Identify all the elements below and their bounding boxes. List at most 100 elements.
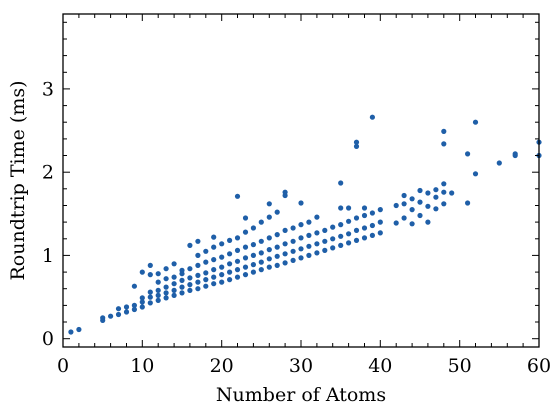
plot-area bbox=[68, 114, 542, 335]
data-point bbox=[266, 201, 272, 207]
data-point bbox=[187, 282, 193, 288]
data-point bbox=[361, 205, 368, 211]
data-point bbox=[227, 277, 233, 283]
data-point bbox=[139, 299, 145, 305]
data-point bbox=[147, 300, 153, 306]
data-point bbox=[242, 272, 249, 278]
data-point bbox=[282, 227, 288, 233]
data-point bbox=[330, 236, 336, 242]
data-point bbox=[306, 232, 312, 238]
data-point bbox=[219, 241, 225, 247]
data-point bbox=[266, 214, 272, 220]
data-point bbox=[147, 289, 153, 295]
data-point bbox=[377, 219, 383, 225]
data-point bbox=[361, 235, 368, 241]
data-point bbox=[472, 119, 479, 125]
data-point bbox=[195, 252, 201, 258]
data-point bbox=[266, 256, 272, 262]
data-point bbox=[179, 277, 185, 283]
data-point bbox=[266, 235, 272, 241]
data-point bbox=[258, 250, 264, 256]
data-point bbox=[306, 219, 312, 225]
data-point bbox=[187, 266, 193, 272]
data-point bbox=[322, 238, 328, 244]
data-point bbox=[290, 248, 296, 254]
data-point bbox=[401, 201, 407, 207]
data-point bbox=[409, 207, 415, 213]
data-point bbox=[234, 258, 241, 264]
data-point bbox=[433, 206, 439, 212]
data-point bbox=[409, 221, 415, 227]
data-point bbox=[195, 262, 201, 268]
data-point bbox=[266, 264, 272, 270]
data-point bbox=[171, 292, 177, 298]
data-point bbox=[211, 244, 217, 250]
data-point bbox=[353, 139, 360, 145]
data-point bbox=[401, 192, 407, 199]
data-point bbox=[139, 269, 145, 275]
data-point bbox=[433, 194, 439, 200]
data-point bbox=[290, 238, 296, 244]
data-point bbox=[465, 200, 471, 206]
data-point bbox=[155, 279, 161, 285]
data-point bbox=[147, 262, 153, 268]
data-point bbox=[147, 294, 153, 300]
data-point bbox=[123, 309, 130, 315]
data-point bbox=[512, 151, 518, 157]
data-point bbox=[171, 261, 177, 267]
data-point bbox=[425, 190, 431, 196]
data-point bbox=[195, 286, 201, 292]
data-point bbox=[409, 196, 415, 202]
data-point bbox=[258, 259, 264, 265]
data-point bbox=[203, 283, 209, 289]
data-point bbox=[179, 284, 185, 290]
data-point bbox=[242, 255, 249, 261]
data-point bbox=[258, 267, 264, 273]
data-point bbox=[369, 114, 375, 120]
data-point bbox=[250, 269, 256, 275]
data-point bbox=[330, 245, 336, 251]
data-point bbox=[155, 292, 161, 298]
data-point bbox=[250, 262, 256, 268]
data-point bbox=[147, 272, 153, 278]
axis-ticks: 0 10 20 30 40 50 60 0 1 2 3 bbox=[42, 14, 551, 377]
data-point bbox=[139, 304, 145, 310]
data-point bbox=[377, 230, 383, 236]
data-point bbox=[282, 251, 288, 257]
data-point bbox=[234, 267, 241, 273]
data-point bbox=[338, 233, 344, 239]
data-point bbox=[274, 244, 280, 250]
data-point bbox=[441, 128, 447, 134]
data-point bbox=[258, 219, 264, 225]
data-point bbox=[472, 171, 479, 177]
data-point bbox=[266, 247, 272, 253]
x-axis-label: Number of Atoms bbox=[216, 384, 386, 405]
data-point bbox=[250, 225, 256, 231]
data-point bbox=[306, 252, 312, 258]
data-point bbox=[250, 252, 256, 258]
data-point bbox=[68, 329, 74, 335]
data-point bbox=[314, 241, 320, 247]
data-point bbox=[108, 313, 114, 319]
data-point bbox=[322, 247, 328, 253]
x-tick-label: 10 bbox=[130, 355, 154, 377]
data-point bbox=[219, 279, 225, 285]
data-point bbox=[298, 235, 304, 241]
data-point bbox=[203, 270, 209, 276]
data-point bbox=[346, 231, 352, 237]
data-point bbox=[377, 207, 383, 213]
data-point bbox=[203, 277, 209, 283]
data-point bbox=[441, 181, 447, 187]
data-point bbox=[163, 290, 169, 296]
data-point bbox=[211, 281, 217, 287]
data-point bbox=[314, 214, 320, 220]
data-point bbox=[211, 267, 217, 273]
data-point bbox=[203, 259, 209, 265]
data-point bbox=[234, 235, 241, 241]
data-point bbox=[298, 255, 304, 261]
data-point bbox=[346, 218, 352, 224]
y-tick-label: 3 bbox=[42, 78, 54, 100]
x-tick-label: 20 bbox=[210, 355, 234, 377]
data-point bbox=[282, 260, 288, 266]
data-point bbox=[203, 248, 209, 254]
